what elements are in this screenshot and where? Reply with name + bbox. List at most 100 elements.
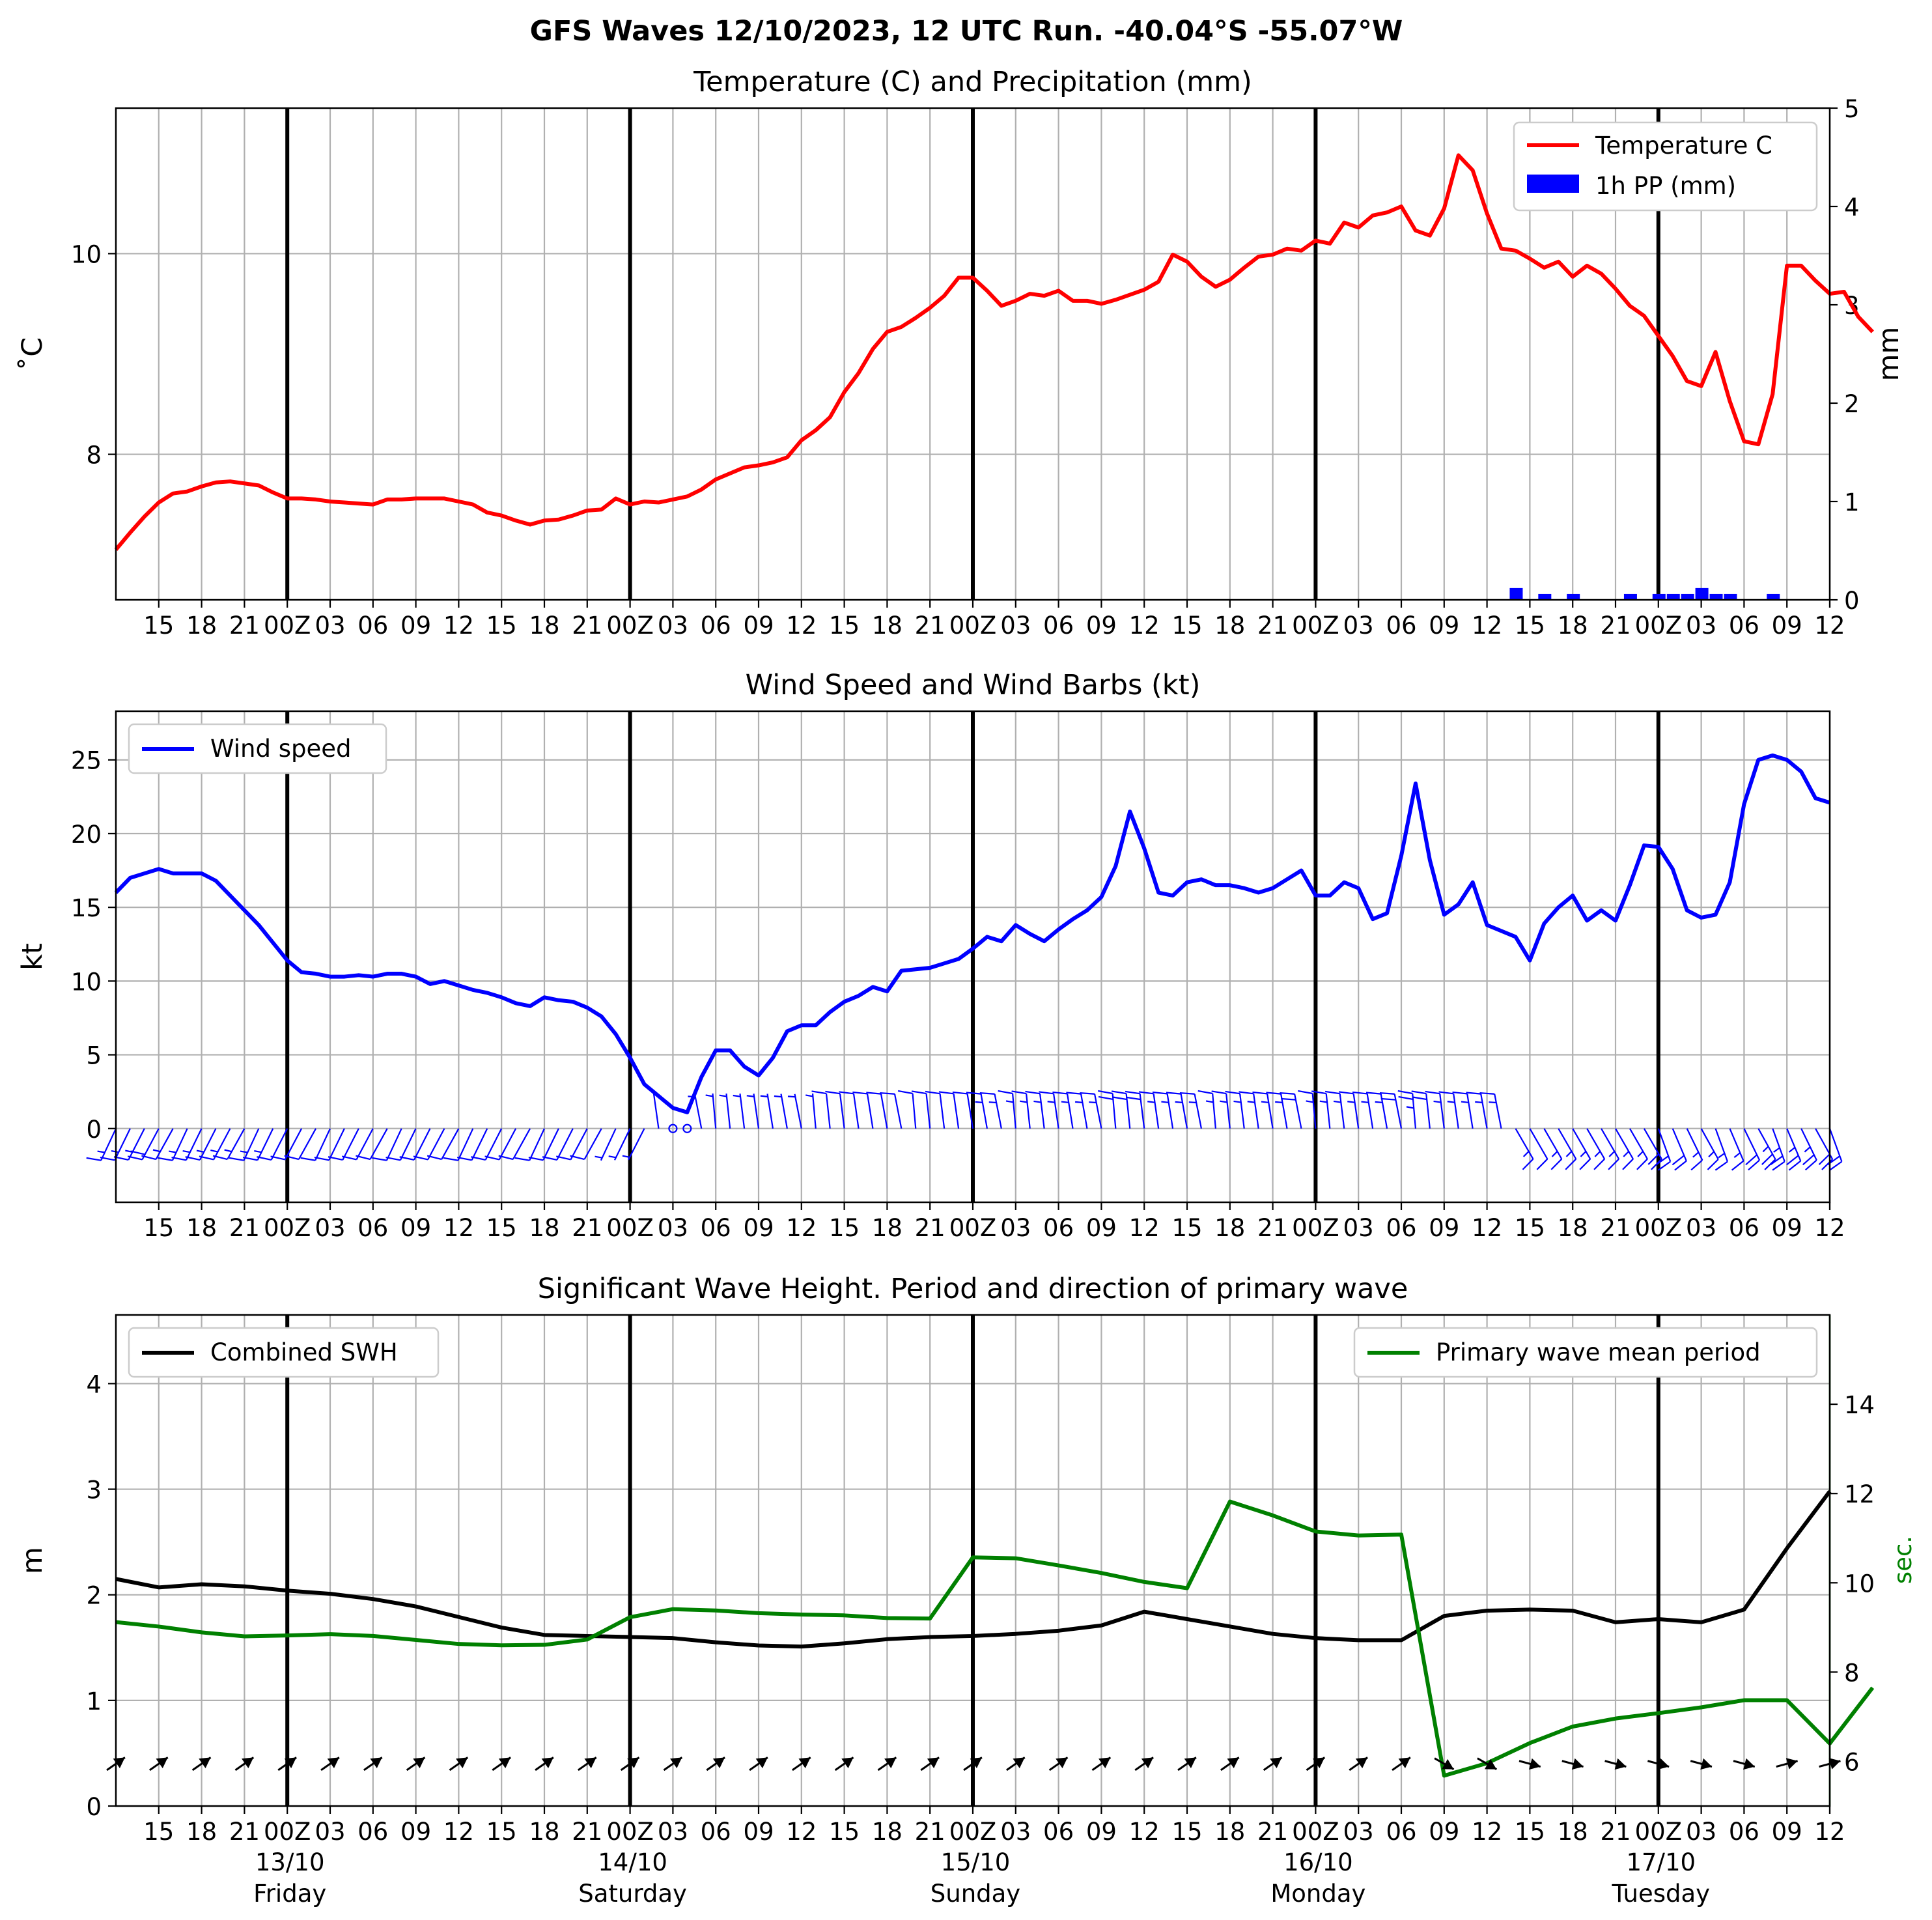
x-tick-label: 06 [1043,1818,1074,1846]
wind-barb-feather [1550,1158,1563,1170]
wind-barb-feather [1111,1090,1127,1095]
x-tick-label: 12 [1472,1818,1502,1846]
wind-barb-shaft [925,1093,931,1129]
x-tick-label: 18 [1214,612,1245,640]
day-date-label: 17/10 [1626,1848,1696,1876]
wind-barb-feather [1239,1091,1254,1095]
wind-barb-feather [86,1157,102,1161]
wind-barb-feather [880,1092,895,1095]
wind-barb-half-feather [1089,1101,1097,1104]
wind-barb-half-feather [1220,1100,1227,1103]
wave-direction-arrowhead [798,1757,811,1768]
x-tick-label: 21 [229,1214,260,1242]
x-tick-label: 06 [1043,612,1074,640]
wind-barb-feather [284,1155,300,1161]
wind-barb-shaft [1494,1094,1502,1129]
wave-direction-arrowhead [456,1757,468,1768]
wind-barb-shaft [880,1094,888,1129]
wind-barb-feather [1818,1153,1830,1165]
wind-speed-line [114,753,1830,1114]
y-axis-label: kt [16,943,49,970]
x-tick-label: 09 [1772,612,1802,640]
x-tick-label: 12 [443,612,474,640]
wind-barb-feather [1674,1160,1687,1171]
wind-barb-feather [1197,1090,1213,1095]
wind-barb-half-feather [1188,1101,1197,1104]
wind-barb-feather [979,1092,995,1095]
x-tick-label: 21 [1600,612,1631,640]
wind-barb-feather [1745,1154,1757,1166]
precip-bar [1509,587,1523,600]
x-tick-label: 18 [872,1214,903,1242]
wave-direction-arrowhead [1313,1757,1325,1768]
x-tick-label: 12 [443,1818,474,1846]
y-tick-label: 10 [71,968,102,996]
wind-barb-half-feather [1061,1101,1069,1103]
wind-barb-feather [866,1092,882,1095]
precip-bar [1666,593,1680,600]
wind-barb-shaft [811,1093,817,1129]
wind-barb-feather [998,1090,1013,1095]
wind-barb-half-feather [774,1095,782,1098]
x-tick-label: 18 [529,1818,559,1846]
x-tick-label: 18 [186,1214,217,1242]
wind-barb-half-feather [1718,1152,1726,1159]
y-tick-label: 20 [71,821,102,849]
plot-frame [115,710,1831,1204]
wind-barb-half-feather [608,1155,617,1159]
wind-barb-feather [1052,1091,1068,1095]
day-weekday-label: Monday [1270,1880,1365,1908]
wave-direction-arrowhead [1184,1757,1196,1768]
wind-barb-shaft [852,1094,860,1129]
wave-direction-arrowhead [1828,1758,1841,1770]
wind-barb-feather [1761,1153,1773,1165]
x-tick-label: 03 [658,612,688,640]
wind-barb-half-feather [1804,1146,1811,1153]
wind-barb-feather [328,1156,343,1161]
wind-barb-feather [1225,1090,1240,1095]
plot-frame [115,107,1831,601]
panel-title: Significant Wave Height. Period and dire… [538,1273,1408,1305]
x-tick-label: 12 [1814,1214,1845,1242]
y2-tick-label: 0 [1844,587,1860,615]
precip-bar [1724,593,1737,600]
day-date-label: 16/10 [1283,1848,1353,1876]
wind-barb-feather [1479,1092,1495,1095]
x-tick-label: 21 [1600,1214,1631,1242]
wind-barb-shaft [114,1128,131,1161]
wave-direction-arrowhead [1484,1758,1497,1770]
x-tick-label: 00Z [606,612,653,640]
wind-barb-shaft [1153,1094,1160,1129]
wind-barb-feather [1097,1090,1113,1095]
wind-barb-shaft [529,1128,545,1161]
x-tick-label: 18 [186,612,217,640]
wind-barb-shaft [953,1094,960,1129]
wind-barb-shaft [583,1128,602,1160]
wave-direction-arrowhead [1614,1758,1627,1770]
wave-direction-arrowhead [1571,1758,1584,1770]
y2-tick-label: 14 [1844,1391,1875,1419]
legend-label: 1h PP (mm) [1595,172,1736,200]
wind-barb-shaft [739,1094,746,1129]
wind-barb-shaft [893,1094,903,1129]
wind-barb-feather [229,1157,244,1161]
wind-barb-half-feather [595,1155,602,1159]
wind-barb-half-feather [1708,1151,1715,1157]
wind-barb-shaft [369,1128,388,1160]
wind-barb-shaft [484,1128,503,1161]
x-tick-label: 09 [400,1214,431,1242]
wind-barb-shaft [652,1094,660,1129]
wind-barb-feather [542,1156,557,1161]
wind-barb-feather [966,1092,981,1095]
x-tick-label: 12 [786,612,817,640]
wind-barb-feather [1152,1091,1168,1095]
y2-tick-label: 4 [1844,193,1860,221]
wind-barb-shaft [1180,1094,1188,1129]
wind-barb-feather [141,1155,156,1161]
wind-barb-shaft [1339,1094,1345,1129]
x-tick-label: 15 [143,612,174,640]
wave-direction-arrowhead [199,1757,211,1768]
x-tick-label: 00Z [1635,612,1682,640]
x-tick-label: 18 [529,1214,559,1242]
wind-barb-feather [127,1155,143,1161]
